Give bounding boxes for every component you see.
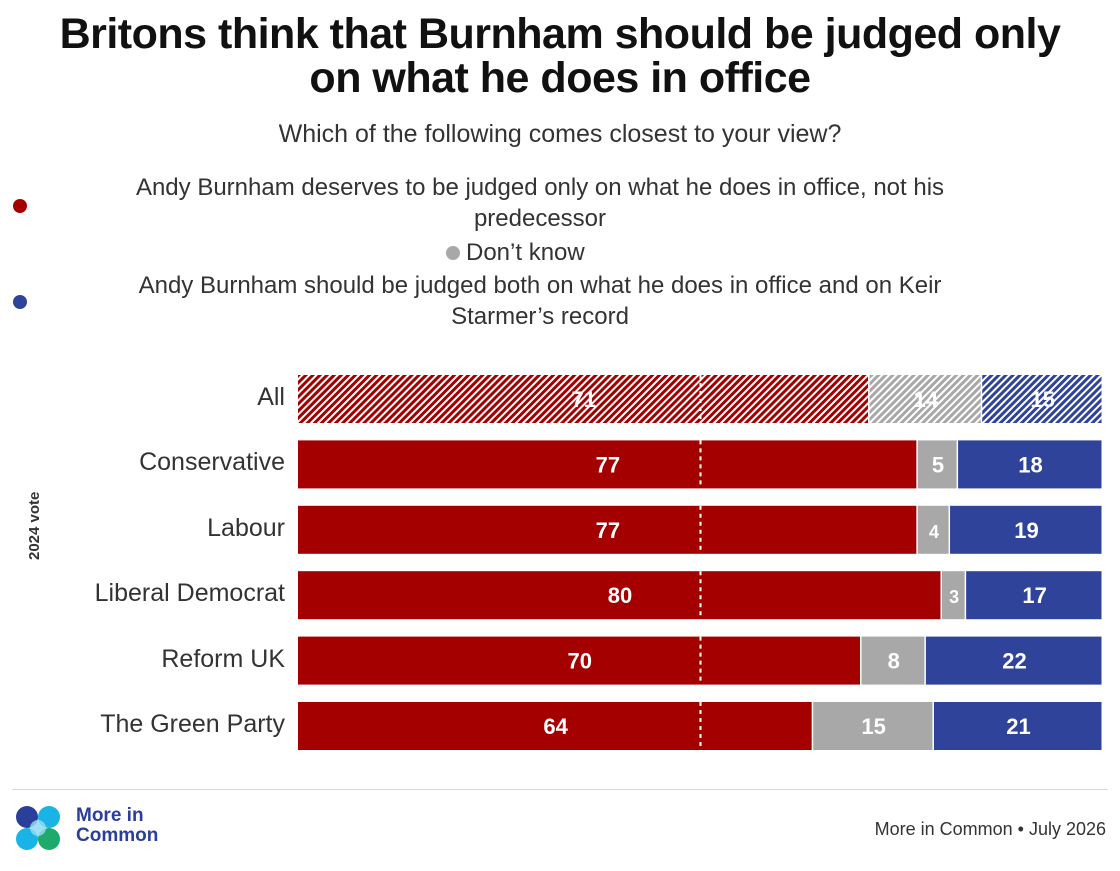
logo-line-1: More in [76,805,144,826]
data-label-all-series-1: 14 [914,387,939,412]
bar-liberal-democrat-series-0 [298,571,941,620]
bar-reform-uk-series-1 [861,636,925,685]
bar-the-green-party-series-0 [298,702,812,750]
legend-item-dont-know: Don’t know [466,239,585,266]
bar-all-series-2 [982,375,1102,423]
logo-wordmark: More in Common [76,806,158,846]
footer-divider [12,789,1108,790]
stacked-bar-chart: 71 14 15 77 5 18 77 4 19 80 3 17 70 8 22 64 15 21 [298,375,1102,750]
data-label-liberal-democrat-series-1: 3 [949,587,959,607]
bar-conservative-series-0 [298,440,917,489]
bar-labour-series-1 [917,505,949,554]
data-label-labour-series-0: 77 [596,518,620,543]
data-label-the-green-party-series-1: 15 [861,714,885,739]
bar-labour-series-2 [950,505,1102,554]
title-line-1: Britons think that Burnham should be jud… [59,10,1061,58]
bar-labour-series-0 [298,505,917,554]
bar-the-green-party-series-2 [933,702,1102,750]
bar-the-green-party-series-1 [813,702,933,750]
legend-judged-both-line-1: Andy Burnham should be judged both on wh… [138,272,942,299]
data-label-the-green-party-series-2: 21 [1006,714,1030,739]
bar-reform-uk-series-0 [298,636,860,685]
data-label-conservative-series-2: 18 [1018,452,1042,477]
legend-judged-both-line-2: Starmer’s record [451,303,629,330]
data-label-liberal-democrat-series-2: 17 [1022,583,1046,608]
chart-title: Britons think that Burnham should be jud… [0,12,1120,100]
category-label-labour: Labour [207,513,285,542]
legend-dot-dont-know [446,246,460,260]
chart-subtitle: Which of the following comes closest to … [278,120,842,148]
legend-item-judged-only: Andy Burnham deserves to be judged only … [40,172,1040,234]
more-in-common-logo-icon [16,806,60,850]
data-label-reform-uk-series-2: 22 [1002,649,1026,674]
logo-line-2: Common [76,825,159,846]
legend-dot-judged-both [13,295,27,309]
data-label-all-series-0: 71 [572,387,596,412]
category-label-all: All [257,383,285,411]
legend-dot-judged-only [13,199,27,213]
data-label-all-series-2: 15 [1030,387,1054,412]
category-label-the-green-party: The Green Party [100,710,285,738]
bar-conservative-series-2 [958,440,1102,489]
bar-liberal-democrat-series-2 [966,571,1102,620]
source-note: More in Common • July 2026 [874,819,1106,839]
category-label-reform-uk: Reform UK [161,644,285,673]
bar-liberal-democrat-series-1 [942,571,965,620]
data-label-labour-series-1: 4 [929,522,939,542]
bar-conservative-series-1 [917,440,957,489]
data-label-reform-uk-series-1: 8 [888,649,900,674]
category-label-conservative: Conservative [139,448,285,477]
data-label-conservative-series-1: 5 [932,452,944,477]
data-label-liberal-democrat-series-0: 80 [608,583,632,608]
category-label-liberal-democrat: Liberal Democrat [94,579,285,608]
data-label-reform-uk-series-0: 70 [568,649,592,674]
data-label-labour-series-2: 19 [1014,518,1038,543]
title-line-2: on what he does in office [309,54,811,102]
legend-judged-only-line-2: predecessor [473,205,607,232]
data-label-the-green-party-series-0: 64 [543,714,568,739]
legend-item-judged-both: Andy Burnham should be judged both on wh… [40,270,1040,332]
bar-reform-uk-series-2 [925,636,1102,685]
bars-group: 71 14 15 77 5 18 77 4 19 80 3 17 70 8 22 64 15 21 [298,375,1102,750]
bar-all-series-0 [298,375,869,423]
bar-all-series-1 [869,375,981,423]
data-label-conservative-series-0: 77 [596,452,620,477]
legend-judged-only-line-1: Andy Burnham deserves to be judged only … [135,174,945,201]
